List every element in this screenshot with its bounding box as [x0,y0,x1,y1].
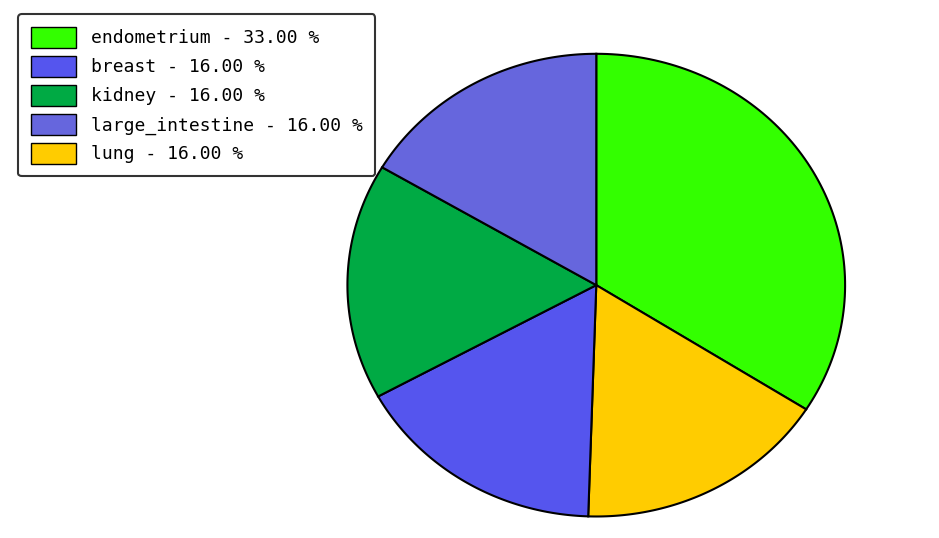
Polygon shape [382,54,596,285]
Legend: endometrium - 33.00 %, breast - 16.00 %, kidney - 16.00 %, large_intestine - 16.: endometrium - 33.00 %, breast - 16.00 %,… [19,15,376,176]
Polygon shape [378,285,596,516]
Polygon shape [347,167,596,397]
Polygon shape [588,285,807,516]
Polygon shape [596,54,845,409]
